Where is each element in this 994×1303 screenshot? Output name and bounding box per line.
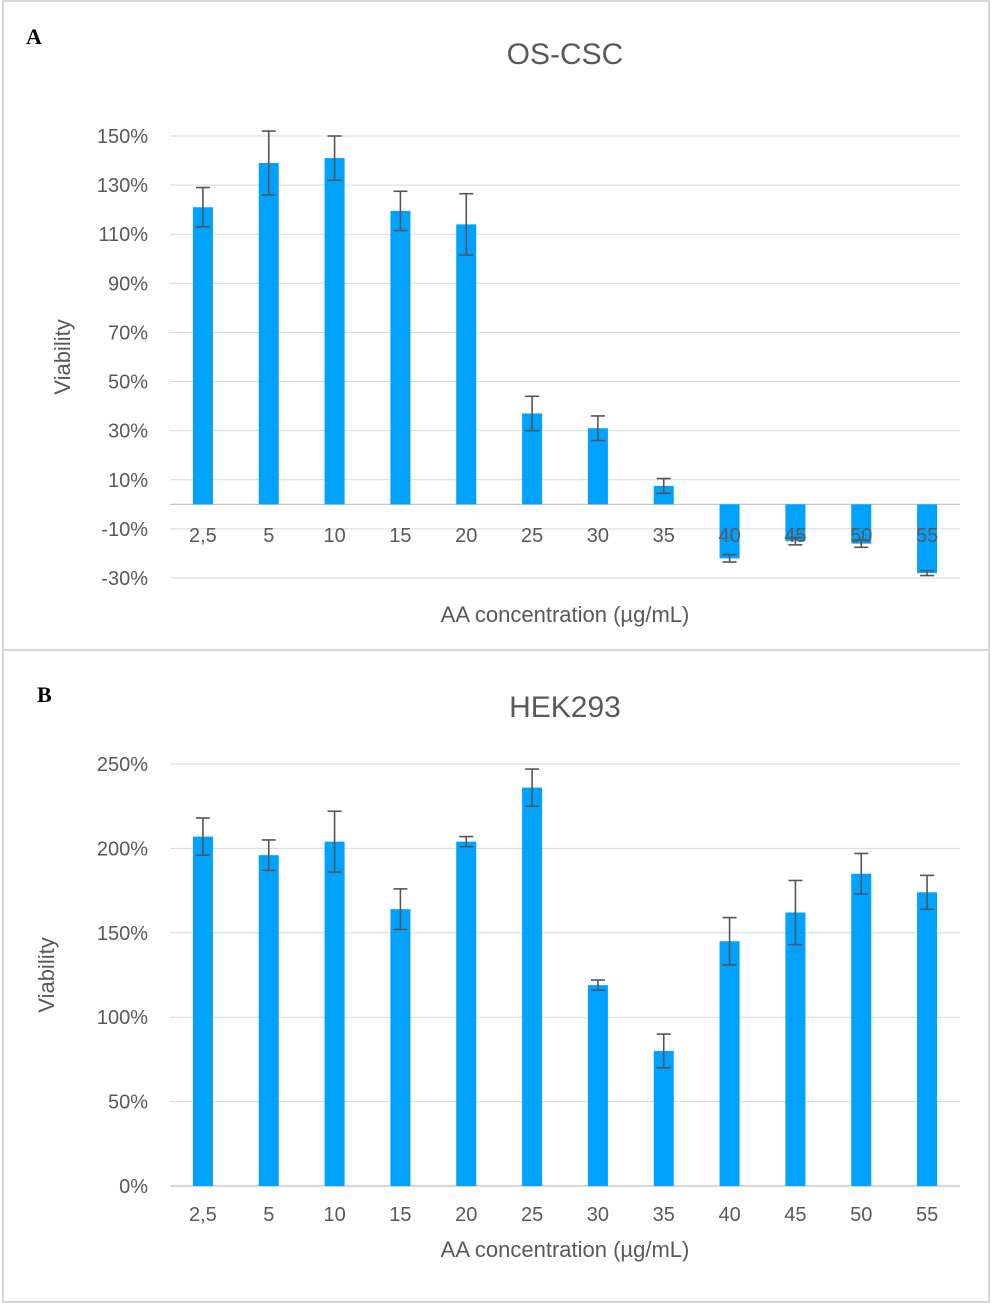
bar xyxy=(719,504,740,559)
bar xyxy=(390,210,411,505)
x-tick-label: 55 xyxy=(916,525,938,547)
x-axis-title: AA concentration (µg/mL) xyxy=(441,602,690,627)
bar xyxy=(719,941,740,1186)
x-tick-label: 25 xyxy=(521,525,543,547)
bar xyxy=(456,224,477,505)
bar xyxy=(653,485,674,505)
panel-label-b: B xyxy=(37,682,52,707)
y-tick-label: 10% xyxy=(108,470,148,492)
y-tick-label: -10% xyxy=(101,519,148,541)
y-tick-label: 70% xyxy=(108,322,148,344)
bar xyxy=(522,787,543,1186)
bar xyxy=(851,504,872,544)
x-tick-label: 10 xyxy=(323,525,345,547)
y-tick-label: 200% xyxy=(97,838,148,860)
x-tick-label: 55 xyxy=(916,1204,938,1226)
x-tick-label: 20 xyxy=(455,1204,477,1226)
bar xyxy=(456,841,477,1186)
panel-b: B xyxy=(2,651,990,1303)
y-tick-label: 150% xyxy=(97,126,148,148)
bar xyxy=(851,873,872,1186)
x-tick-label: 45 xyxy=(784,525,806,547)
panel-a: A xyxy=(2,0,990,651)
y-tick-label: 110% xyxy=(98,224,148,246)
bar xyxy=(522,413,543,505)
x-tick-label: 10 xyxy=(323,1204,345,1226)
x-tick-label: 35 xyxy=(653,1204,675,1226)
y-tick-label: 50% xyxy=(108,372,148,394)
x-tick-label: 30 xyxy=(587,525,609,547)
bar xyxy=(653,1050,674,1186)
x-tick-label: 40 xyxy=(718,525,740,547)
y-tick-label: 150% xyxy=(97,923,148,945)
x-tick-label: 25 xyxy=(521,1204,543,1226)
x-tick-label: 45 xyxy=(784,1204,806,1226)
y-tick-label: 30% xyxy=(108,421,148,443)
chart-title: HEK293 xyxy=(509,691,621,724)
x-tick-label: 20 xyxy=(455,525,477,547)
bar xyxy=(917,504,938,574)
y-tick-label: 100% xyxy=(97,1007,148,1029)
bar xyxy=(258,855,279,1186)
bar xyxy=(324,158,345,505)
y-tick-label: 0% xyxy=(119,1176,148,1198)
chart-os-csc: OS-CSC -30% -10% 10% 30% 50% 70% 90% 110% 130% 150… xyxy=(50,38,960,627)
chart-title: OS-CSC xyxy=(507,38,624,71)
bar xyxy=(192,836,213,1186)
x-tick-label: 35 xyxy=(653,525,675,547)
y-tick-label: 130% xyxy=(97,175,148,197)
x-tick-label: 5 xyxy=(263,525,274,547)
bar xyxy=(390,909,411,1186)
bar xyxy=(258,163,279,505)
y-tick-label: -30% xyxy=(101,568,148,590)
y-axis-title: Viability xyxy=(50,319,75,394)
x-tick-label: 50 xyxy=(850,525,872,547)
x-tick-label: 2,5 xyxy=(189,525,217,547)
x-tick-label: 15 xyxy=(389,525,411,547)
bar xyxy=(324,841,345,1186)
bar xyxy=(587,985,608,1186)
bar xyxy=(785,912,806,1186)
bar xyxy=(587,428,608,505)
x-tick-label: 30 xyxy=(587,1204,609,1226)
y-tick-label: 250% xyxy=(97,754,148,776)
x-axis-title: AA concentration (µg/mL) xyxy=(441,1237,690,1262)
x-tick-label: 40 xyxy=(718,1204,740,1226)
bar xyxy=(192,207,213,505)
x-tick-label: 50 xyxy=(850,1204,872,1226)
y-axis-title: Viability xyxy=(34,937,59,1012)
y-tick-label: 90% xyxy=(108,273,148,295)
y-tick-label: 50% xyxy=(108,1092,148,1114)
x-tick-label: 5 xyxy=(263,1204,274,1226)
chart-hek293: HEK293 0% 50% 100% 150% 200% 250% 2,5 5 10 15 20 25 3… xyxy=(34,691,960,1262)
x-tick-label: 15 xyxy=(389,1204,411,1226)
bar xyxy=(785,504,806,542)
x-tick-label: 2,5 xyxy=(189,1204,217,1226)
panel-label-a: A xyxy=(26,24,42,49)
bar xyxy=(917,892,938,1186)
